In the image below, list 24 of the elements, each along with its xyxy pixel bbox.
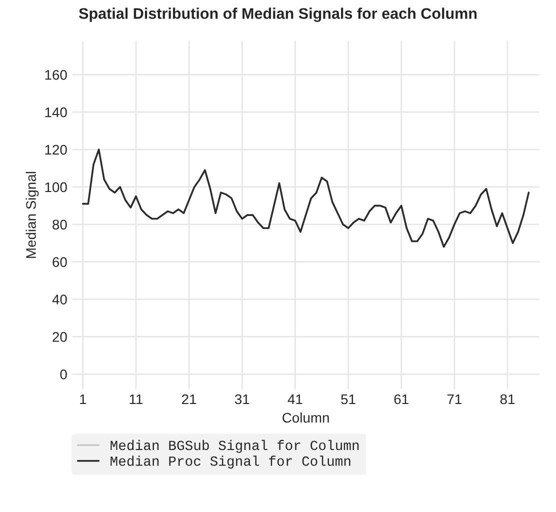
line-series: [82, 148, 530, 248]
x-tick-label: 81: [500, 394, 515, 404]
x-tick-label: 31: [234, 394, 250, 404]
y-tick-label: 140: [45, 107, 67, 118]
y-tick-label: 100: [45, 182, 67, 192]
y-tick-label: 120: [45, 144, 67, 155]
x-tick-label: 11: [130, 394, 142, 404]
y-tick-label: 60: [52, 257, 67, 268]
x-tick-label: 21: [182, 394, 196, 404]
y-tick-label: 80: [52, 220, 67, 230]
x-tick-label: 1: [80, 394, 86, 404]
x-tick-label: 71: [447, 394, 462, 404]
y-tick-label: 0: [60, 369, 67, 380]
x-tick-label: 61: [394, 394, 408, 404]
x-tick-label: 51: [341, 394, 356, 404]
y-tick-label: 40: [52, 294, 67, 304]
x-tick-label: 41: [288, 394, 302, 404]
legend-label: Median Proc Signal for Column: [110, 456, 350, 469]
y-tick-label: 160: [45, 70, 67, 80]
legend-label: Median BGSub Signal for Column: [110, 440, 359, 453]
y-tick-label: 20: [52, 332, 67, 342]
y-axis-title: Median Signal: [26, 172, 39, 258]
x-axis-title: Column: [282, 412, 329, 423]
chart-title: Spatial Distribution of Median Signals for each Column: [78, 8, 477, 22]
